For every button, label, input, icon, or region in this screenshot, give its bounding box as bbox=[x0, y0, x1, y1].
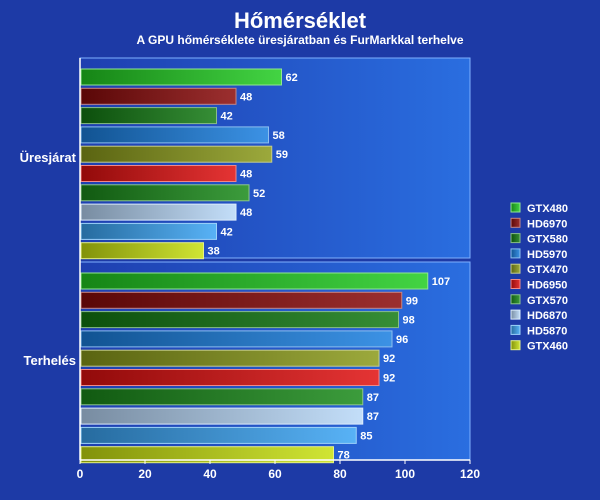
x-tick-label: 60 bbox=[268, 467, 282, 481]
bar bbox=[80, 330, 393, 348]
data-label: 99 bbox=[406, 295, 418, 307]
legend-label: GTX460 bbox=[527, 341, 568, 353]
bar bbox=[80, 272, 429, 290]
bar bbox=[80, 107, 217, 125]
bar bbox=[80, 184, 250, 202]
bar bbox=[80, 68, 282, 86]
bar bbox=[80, 203, 237, 221]
legend-swatch bbox=[510, 309, 521, 320]
data-label: 78 bbox=[338, 450, 350, 462]
legend-swatch bbox=[510, 217, 521, 228]
legend-label: HD5970 bbox=[527, 249, 567, 261]
data-label: 52 bbox=[253, 188, 265, 200]
x-tick-label: 120 bbox=[460, 467, 480, 481]
data-label: 38 bbox=[208, 246, 220, 258]
group-label: Terhelés bbox=[23, 353, 76, 368]
data-label: 87 bbox=[367, 411, 379, 423]
group-label: Üresjárat bbox=[20, 150, 77, 165]
data-label: 48 bbox=[240, 207, 252, 219]
legend-label: GTX470 bbox=[527, 264, 568, 276]
legend-label: HD6870 bbox=[527, 310, 567, 322]
legend: GTX480 HD6970 GTX580 HD5970 GTX470 HD6950 GTX5… bbox=[510, 202, 568, 353]
legend-swatch bbox=[510, 233, 521, 244]
bar bbox=[80, 349, 380, 367]
x-tick-label: 20 bbox=[138, 467, 152, 481]
data-label: 42 bbox=[221, 226, 233, 238]
bar bbox=[80, 145, 273, 163]
plot-area: Üresjárat62484258594852484238Terhelés107… bbox=[20, 57, 480, 481]
bar bbox=[80, 242, 204, 260]
bar bbox=[80, 369, 380, 386]
data-label: 59 bbox=[276, 149, 288, 161]
data-label: 107 bbox=[432, 276, 450, 288]
legend-swatch bbox=[510, 202, 521, 213]
x-tick-label: 40 bbox=[203, 467, 217, 481]
data-label: 87 bbox=[367, 392, 379, 404]
legend-label: GTX570 bbox=[527, 295, 568, 307]
legend-swatch bbox=[510, 340, 521, 351]
legend-label: HD6950 bbox=[527, 280, 567, 292]
data-label: 58 bbox=[273, 130, 285, 142]
bar bbox=[80, 407, 364, 425]
legend-swatch bbox=[510, 263, 521, 274]
x-tick-label: 0 bbox=[77, 467, 84, 481]
chart-subtitle: A GPU hőmérséklete üresjáratban és FurMa… bbox=[136, 33, 463, 47]
bar bbox=[80, 165, 237, 182]
data-label: 42 bbox=[221, 111, 233, 123]
bar bbox=[80, 388, 364, 406]
legend-label: HD6970 bbox=[527, 218, 567, 230]
bar bbox=[80, 311, 399, 329]
legend-swatch bbox=[510, 279, 521, 289]
data-label: 48 bbox=[240, 169, 252, 181]
data-label: 85 bbox=[360, 430, 372, 442]
data-label: 96 bbox=[396, 334, 408, 346]
data-label: 98 bbox=[403, 315, 415, 327]
legend-label: GTX580 bbox=[527, 234, 568, 246]
legend-label: GTX480 bbox=[527, 203, 568, 215]
bar bbox=[80, 426, 357, 444]
bar bbox=[80, 222, 217, 240]
legend-swatch bbox=[510, 294, 521, 305]
legend-swatch bbox=[510, 324, 521, 335]
legend-label: HD5870 bbox=[527, 325, 567, 337]
data-label: 62 bbox=[286, 72, 298, 84]
x-tick-label: 80 bbox=[333, 467, 347, 481]
bar bbox=[80, 126, 269, 144]
x-tick-label: 100 bbox=[395, 467, 415, 481]
bar bbox=[80, 87, 237, 105]
bar bbox=[80, 291, 403, 309]
data-label: 92 bbox=[383, 373, 395, 385]
chart-title: Hőmérséklet bbox=[234, 8, 367, 33]
data-label: 48 bbox=[240, 91, 252, 103]
data-label: 92 bbox=[383, 353, 395, 365]
legend-swatch bbox=[510, 248, 521, 259]
bar bbox=[80, 446, 334, 464]
